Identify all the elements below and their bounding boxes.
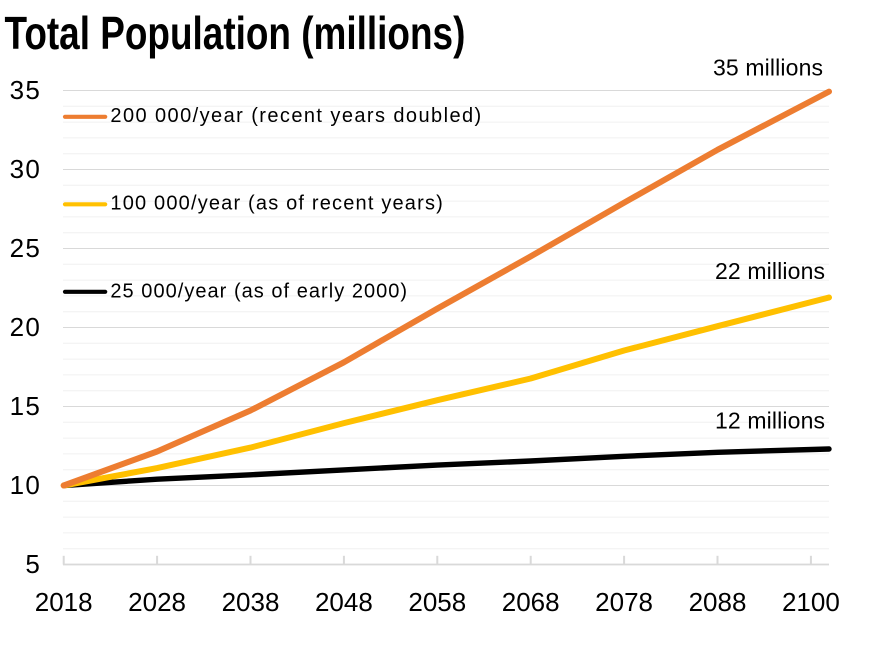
svg-text:15: 15 [10,391,41,421]
svg-text:2048: 2048 [315,587,373,617]
svg-text:10: 10 [10,470,41,500]
svg-text:5: 5 [25,549,41,579]
svg-text:25 000/year (as of early 2000): 25 000/year (as of early 2000) [110,280,407,302]
svg-text:2100: 2100 [782,587,840,617]
svg-text:2068: 2068 [502,587,560,617]
svg-text:35 millions: 35 millions [713,54,823,80]
svg-text:12 millions: 12 millions [715,408,825,434]
svg-text:Total Population (millions): Total Population (millions) [5,7,466,59]
svg-text:35: 35 [10,75,41,105]
svg-text:2058: 2058 [408,587,466,617]
svg-text:2038: 2038 [222,587,280,617]
svg-text:2028: 2028 [128,587,186,617]
svg-text:200 000/year (recent years dou: 200 000/year (recent years doubled) [110,105,481,127]
svg-text:2018: 2018 [35,587,93,617]
svg-text:30: 30 [10,154,41,184]
svg-text:2078: 2078 [595,587,653,617]
svg-text:2088: 2088 [689,587,747,617]
svg-text:20: 20 [10,312,41,342]
svg-text:100 000/year (as of recent yea: 100 000/year (as of recent years) [110,193,442,215]
svg-text:22 millions: 22 millions [715,258,825,284]
svg-text:25: 25 [10,233,41,263]
